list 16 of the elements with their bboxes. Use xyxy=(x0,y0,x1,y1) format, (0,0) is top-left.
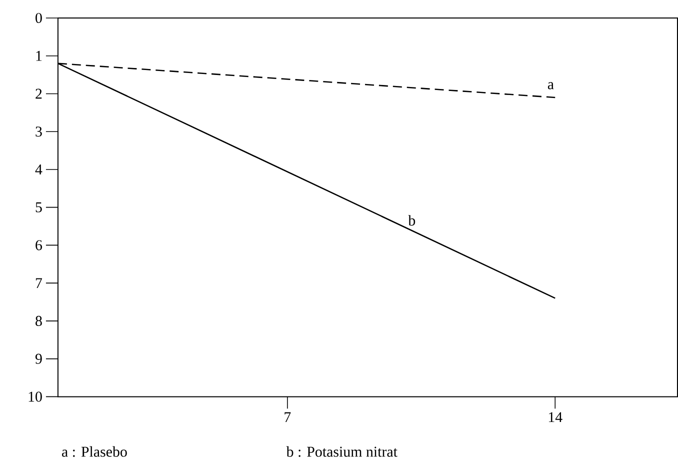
y-tick-label: 10 xyxy=(28,392,42,402)
y-tick-label: 0 xyxy=(36,13,42,24)
y-tick-label: 2 xyxy=(36,88,42,99)
y-tick-label: 7 xyxy=(36,278,42,288)
y-tick-label: 9 xyxy=(35,354,42,364)
y-tick-label: 8 xyxy=(36,316,42,326)
x-tick-label: 14 xyxy=(548,412,562,422)
text: b : Potasium nitrat xyxy=(286,446,398,458)
series-label: b xyxy=(408,215,416,226)
series-label: a xyxy=(548,82,554,90)
y-tick-label: 6 xyxy=(36,240,42,250)
y-tick-label: 1 xyxy=(36,51,42,61)
text: a : Plasebo xyxy=(62,446,127,458)
y-tick-label: 4 xyxy=(35,164,42,175)
y-tick-label: 5 xyxy=(36,202,42,212)
y-tick-label: 3 xyxy=(36,126,42,137)
